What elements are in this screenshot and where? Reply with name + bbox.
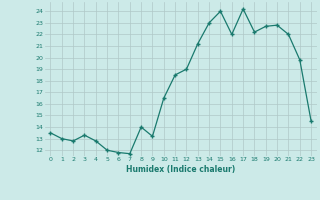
X-axis label: Humidex (Indice chaleur): Humidex (Indice chaleur) bbox=[126, 165, 236, 174]
